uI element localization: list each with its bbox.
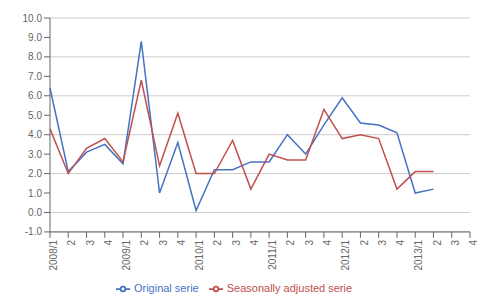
svg-text:3: 3 bbox=[304, 239, 315, 245]
svg-text:10.0: 10.0 bbox=[23, 13, 43, 24]
svg-text:3.0: 3.0 bbox=[28, 149, 42, 160]
svg-text:4: 4 bbox=[468, 239, 479, 245]
svg-text:2008/1: 2008/1 bbox=[48, 239, 59, 270]
svg-text:4: 4 bbox=[395, 239, 406, 245]
svg-text:2013/1: 2013/1 bbox=[413, 239, 424, 270]
svg-text:4: 4 bbox=[249, 239, 260, 245]
svg-text:3: 3 bbox=[158, 239, 169, 245]
svg-text:2: 2 bbox=[212, 239, 223, 245]
svg-text:4: 4 bbox=[176, 239, 187, 245]
svg-text:2: 2 bbox=[285, 239, 296, 245]
html-text:Original serie: Original serie bbox=[133, 281, 199, 294]
svg-text:4.0: 4.0 bbox=[28, 129, 42, 140]
svg-text:-1.0: -1.0 bbox=[25, 226, 43, 237]
svg-text:2010/1: 2010/1 bbox=[194, 239, 205, 270]
svg-text:2.0: 2.0 bbox=[28, 168, 42, 179]
svg-text:4: 4 bbox=[103, 239, 114, 245]
svg-text:6.0: 6.0 bbox=[28, 90, 42, 101]
svg-text:2011/1: 2011/1 bbox=[267, 239, 278, 269]
svg-text:3: 3 bbox=[450, 239, 461, 245]
svg-text:3: 3 bbox=[231, 239, 242, 245]
svg-text:2: 2 bbox=[139, 239, 150, 245]
svg-text:9.0: 9.0 bbox=[28, 32, 42, 43]
svg-text:4: 4 bbox=[322, 239, 333, 245]
svg-text:2: 2 bbox=[359, 239, 370, 245]
svg-text:2009/1: 2009/1 bbox=[121, 239, 132, 270]
svg-text:2012/1: 2012/1 bbox=[340, 239, 351, 270]
svg-text:1.0: 1.0 bbox=[28, 188, 42, 199]
svg-text:5.0: 5.0 bbox=[28, 110, 42, 121]
svg-text:3: 3 bbox=[377, 239, 388, 245]
html-text:Seasonally adjusted serie: Seasonally adjusted serie bbox=[226, 281, 353, 294]
svg-text:7.0: 7.0 bbox=[28, 71, 42, 82]
svg-text:2: 2 bbox=[66, 239, 77, 245]
svg-text:2: 2 bbox=[432, 239, 443, 245]
svg-text:0.0: 0.0 bbox=[28, 207, 42, 218]
svg-text:3: 3 bbox=[85, 239, 96, 245]
svg-text:8.0: 8.0 bbox=[28, 51, 42, 62]
